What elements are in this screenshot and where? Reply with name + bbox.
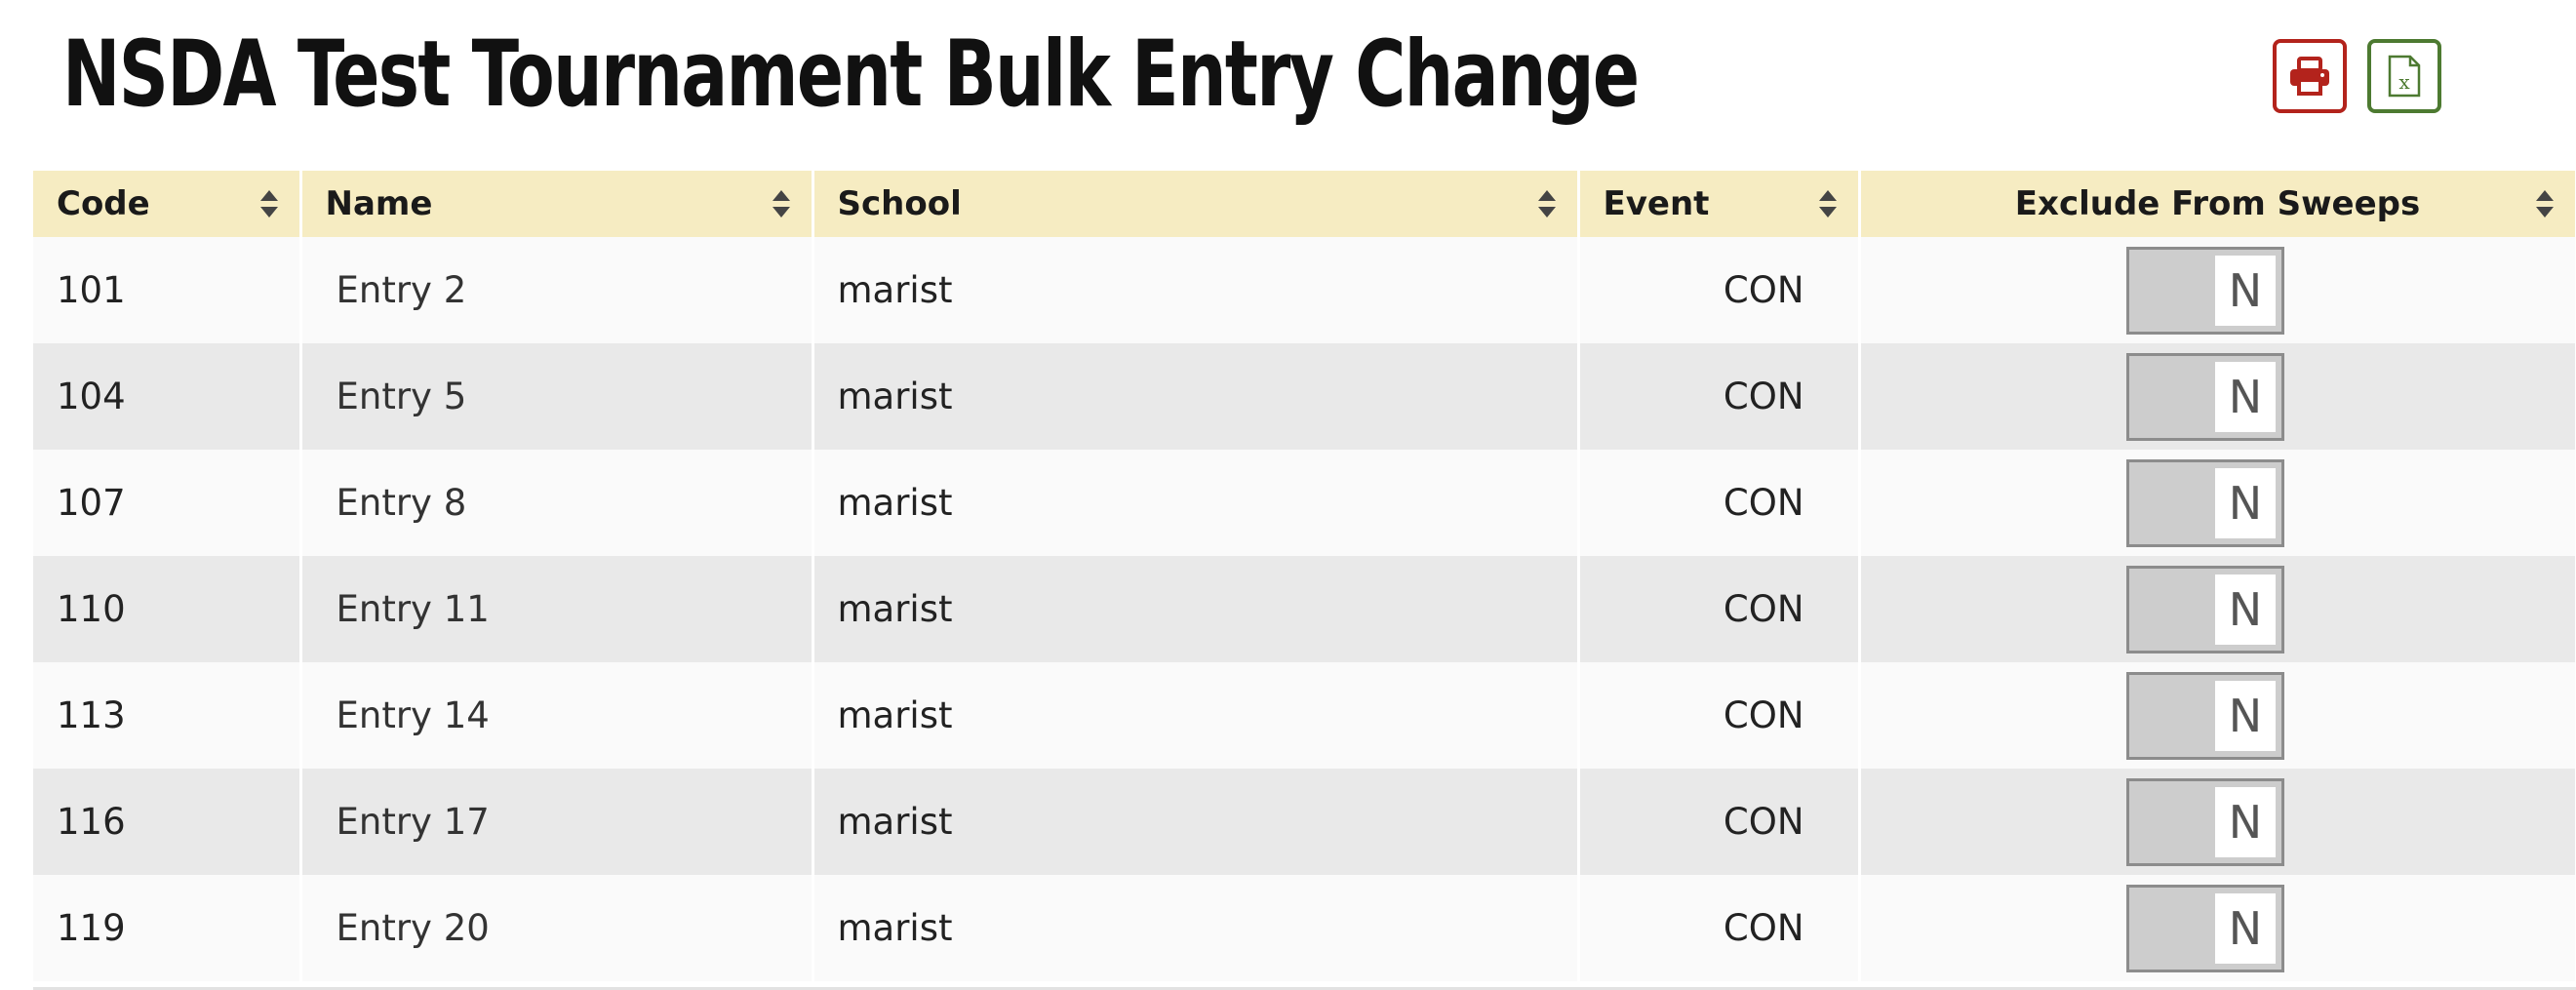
table-row: 116 Entry 17 marist CON N (33, 769, 2576, 875)
column-header-label: Event (1603, 184, 1710, 223)
cell-name: Entry 8 (300, 450, 814, 556)
column-header-name[interactable]: Name (300, 171, 814, 237)
cell-name: Entry 5 (300, 343, 814, 450)
sort-icon (259, 190, 278, 218)
cell-event: CON (1578, 875, 1861, 981)
toggle-knob-label: N (2215, 892, 2276, 964)
cell-event: CON (1578, 343, 1861, 450)
column-header-label: Name (325, 184, 433, 223)
cell-code: 116 (33, 769, 302, 875)
cell-code: 101 (33, 237, 302, 343)
table-row: 110 Entry 11 marist CON N (33, 556, 2576, 662)
table-row: 119 Entry 20 marist CON N (33, 875, 2576, 981)
cell-code: 113 (33, 662, 302, 769)
cell-code: 110 (33, 556, 302, 662)
exclude-sweeps-toggle[interactable]: N (2126, 458, 2284, 547)
cell-exclude: N (1859, 875, 2576, 981)
cell-event: CON (1578, 556, 1861, 662)
column-header-event[interactable]: Event (1578, 171, 1861, 237)
cell-event: CON (1578, 769, 1861, 875)
exclude-sweeps-toggle[interactable]: N (2126, 777, 2284, 866)
toggle-knob-label: N (2215, 467, 2276, 538)
page-title: NSDA Test Tournament Bulk Entry Change (62, 21, 1640, 128)
cell-school: marist (812, 556, 1580, 662)
print-button[interactable] (2273, 39, 2347, 113)
exclude-sweeps-toggle[interactable]: N (2126, 671, 2284, 760)
column-header-label: Exclude From Sweeps (2014, 184, 2421, 223)
exclude-sweeps-toggle[interactable]: N (2126, 246, 2284, 335)
exclude-sweeps-toggle[interactable]: N (2126, 884, 2284, 972)
column-header-label: Code (57, 184, 150, 223)
excel-icon: x (2388, 55, 2421, 98)
table-row: 113 Entry 14 marist CON N (33, 662, 2576, 769)
toggle-knob-label: N (2215, 680, 2276, 751)
sort-icon (1818, 190, 1837, 218)
table-row: 104 Entry 5 marist CON N (33, 343, 2576, 450)
exclude-sweeps-toggle[interactable]: N (2126, 352, 2284, 441)
entries-table: Code Name School Event Exclude From Swee… (33, 171, 2576, 981)
cell-name: Entry 20 (300, 875, 814, 981)
toggle-knob-label: N (2215, 786, 2276, 857)
cell-exclude: N (1859, 556, 2576, 662)
cell-school: marist (812, 343, 1580, 450)
sort-icon (1537, 190, 1556, 218)
toggle-knob-label: N (2215, 574, 2276, 645)
column-header-exclude-from-sweeps[interactable]: Exclude From Sweeps (1859, 171, 2576, 237)
cell-event: CON (1578, 662, 1861, 769)
cell-event: CON (1578, 450, 1861, 556)
cell-code: 119 (33, 875, 302, 981)
sort-icon (772, 190, 790, 218)
cell-event: CON (1578, 237, 1861, 343)
cell-code: 104 (33, 343, 302, 450)
cell-name: Entry 14 (300, 662, 814, 769)
column-header-label: School (837, 184, 962, 223)
column-header-code[interactable]: Code (33, 171, 302, 237)
printer-icon (2290, 57, 2329, 96)
excel-export-button[interactable]: x (2367, 39, 2441, 113)
cell-school: marist (812, 769, 1580, 875)
toggle-knob-label: N (2215, 361, 2276, 432)
cell-exclude: N (1859, 450, 2576, 556)
exclude-sweeps-toggle[interactable]: N (2126, 565, 2284, 653)
cell-name: Entry 17 (300, 769, 814, 875)
table-row: 107 Entry 8 marist CON N (33, 450, 2576, 556)
toggle-knob-label: N (2215, 255, 2276, 326)
sort-icon (2535, 190, 2554, 218)
cell-school: marist (812, 450, 1580, 556)
cell-exclude: N (1859, 343, 2576, 450)
cell-school: marist (812, 662, 1580, 769)
table-row: 101 Entry 2 marist CON N (33, 237, 2576, 343)
cell-name: Entry 2 (300, 237, 814, 343)
cell-name: Entry 11 (300, 556, 814, 662)
cell-school: marist (812, 875, 1580, 981)
cell-school: marist (812, 237, 1580, 343)
column-header-school[interactable]: School (812, 171, 1580, 237)
cell-exclude: N (1859, 662, 2576, 769)
cell-code: 107 (33, 450, 302, 556)
table-header-row: Code Name School Event Exclude From Swee… (33, 171, 2576, 237)
cell-exclude: N (1859, 237, 2576, 343)
table-bottom-border (33, 987, 2576, 990)
svg-text:x: x (2398, 70, 2410, 94)
cell-exclude: N (1859, 769, 2576, 875)
